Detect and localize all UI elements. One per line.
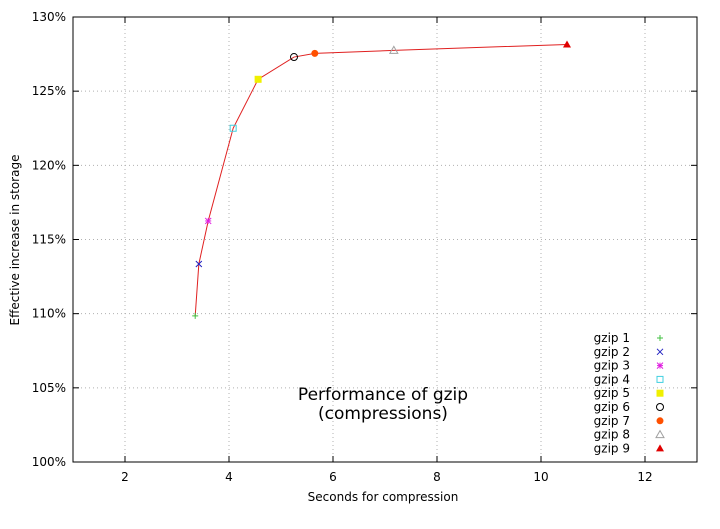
chart-subtitle: (compressions)	[318, 404, 448, 424]
y-tick-label: 130%	[32, 10, 66, 24]
data-point-gzip-2	[195, 260, 203, 268]
points	[192, 40, 571, 319]
legend-label: gzip 5	[594, 386, 630, 400]
marker-shape	[656, 403, 664, 411]
marker-shape	[656, 389, 664, 397]
legend-marker	[657, 335, 663, 341]
data-point-gzip-5	[254, 75, 262, 83]
marker-shape	[254, 75, 262, 83]
legend-marker	[656, 362, 664, 369]
x-tick-label: 12	[637, 470, 652, 484]
data-point-gzip-8	[388, 45, 399, 54]
y-tick-label: 105%	[32, 381, 66, 395]
grid	[73, 17, 697, 462]
legend-label: gzip 4	[594, 372, 630, 386]
data-point-gzip-6	[290, 53, 298, 62]
marker-shape	[229, 124, 237, 132]
y-axis-label: Effective increase in storage	[8, 155, 22, 326]
legend-label: gzip 2	[594, 345, 630, 359]
marker-shape	[563, 40, 571, 48]
y-tick-label: 100%	[32, 455, 66, 469]
x-tick-label: 6	[329, 470, 337, 484]
legend-marker	[656, 403, 664, 411]
x-tick-label: 2	[121, 470, 129, 484]
legend-marker	[656, 444, 664, 452]
data-point-gzip-7	[311, 49, 319, 57]
marker-shape	[656, 375, 664, 383]
legend-label: gzip 3	[594, 359, 630, 373]
marker-shape	[656, 444, 664, 452]
legend-label: gzip 8	[594, 428, 630, 442]
x-tick-label: 8	[433, 470, 441, 484]
legend-marker	[656, 348, 664, 356]
x-tick-label: 4	[225, 470, 233, 484]
x-axis-label: Seconds for compression	[308, 490, 459, 504]
ticks: 2 4 6 8 10 12 100% 105% 110% 115% 120% 125% 130%	[32, 10, 697, 484]
y-tick-label: 120%	[32, 158, 66, 172]
y-tick-label: 110%	[32, 307, 66, 321]
marker-shape	[311, 49, 319, 57]
legend-marker	[656, 417, 664, 425]
legend-marker	[656, 375, 664, 383]
marker-stroke	[656, 362, 664, 369]
data-point-gzip-9	[563, 40, 571, 48]
chart-title: Performance of gzip	[298, 385, 468, 405]
series-line	[194, 43, 568, 316]
marker-stroke	[656, 348, 664, 356]
legend-label: gzip 7	[594, 414, 630, 428]
marker-stroke	[204, 217, 212, 225]
legend-marker	[656, 389, 664, 397]
data-point-gzip-4	[229, 124, 237, 132]
marker-shape	[655, 429, 665, 439]
y-tick-label: 115%	[32, 233, 66, 247]
data-point-gzip-1	[192, 312, 199, 319]
x-tick-label: 10	[533, 470, 548, 484]
legend-label: gzip 6	[594, 400, 630, 414]
marker-shape	[388, 45, 399, 54]
y-tick-label: 125%	[32, 84, 66, 98]
marker-shape	[290, 53, 298, 62]
data-point-gzip-3	[204, 217, 212, 225]
marker-stroke	[195, 260, 203, 268]
marker-shape	[656, 417, 664, 425]
legend-marker	[655, 429, 665, 439]
legend-label: gzip 9	[594, 441, 630, 455]
legend-label: gzip 1	[594, 331, 630, 345]
